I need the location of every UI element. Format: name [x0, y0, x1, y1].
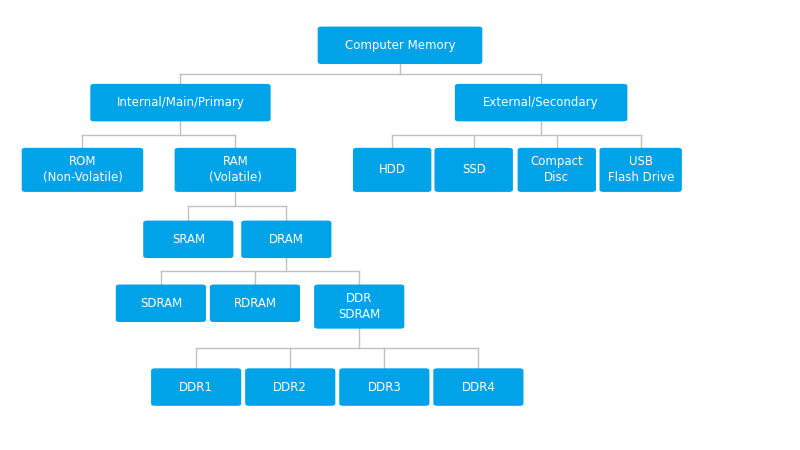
Text: SSD: SSD	[462, 163, 486, 176]
FancyBboxPatch shape	[22, 148, 143, 192]
FancyBboxPatch shape	[434, 148, 513, 192]
FancyBboxPatch shape	[143, 220, 234, 258]
FancyBboxPatch shape	[210, 284, 300, 322]
FancyBboxPatch shape	[90, 84, 270, 122]
Text: SRAM: SRAM	[172, 233, 205, 246]
FancyBboxPatch shape	[242, 220, 331, 258]
FancyBboxPatch shape	[116, 284, 206, 322]
Text: DDR2: DDR2	[274, 381, 307, 394]
FancyBboxPatch shape	[339, 368, 430, 406]
Text: Internal/Main/Primary: Internal/Main/Primary	[117, 96, 245, 109]
FancyBboxPatch shape	[245, 368, 335, 406]
Text: External/Secondary: External/Secondary	[483, 96, 599, 109]
Text: USB
Flash Drive: USB Flash Drive	[607, 155, 674, 184]
Text: DDR4: DDR4	[462, 381, 495, 394]
FancyBboxPatch shape	[434, 368, 523, 406]
FancyBboxPatch shape	[455, 84, 627, 122]
Text: ROM
(Non-Volatile): ROM (Non-Volatile)	[42, 155, 122, 184]
FancyBboxPatch shape	[314, 284, 404, 328]
FancyBboxPatch shape	[599, 148, 682, 192]
Text: DDR1: DDR1	[179, 381, 213, 394]
FancyBboxPatch shape	[318, 27, 482, 64]
Text: SDRAM: SDRAM	[140, 297, 182, 310]
FancyBboxPatch shape	[174, 148, 296, 192]
Text: Compact
Disc: Compact Disc	[530, 155, 583, 184]
FancyBboxPatch shape	[518, 148, 596, 192]
Text: DDR3: DDR3	[367, 381, 401, 394]
FancyBboxPatch shape	[353, 148, 431, 192]
Text: RDRAM: RDRAM	[234, 297, 277, 310]
FancyBboxPatch shape	[151, 368, 242, 406]
Text: RAM
(Volatile): RAM (Volatile)	[209, 155, 262, 184]
Text: Computer Memory: Computer Memory	[345, 39, 455, 52]
Text: HDD: HDD	[378, 163, 406, 176]
Text: DDR
SDRAM: DDR SDRAM	[338, 292, 380, 321]
Text: DRAM: DRAM	[269, 233, 304, 246]
